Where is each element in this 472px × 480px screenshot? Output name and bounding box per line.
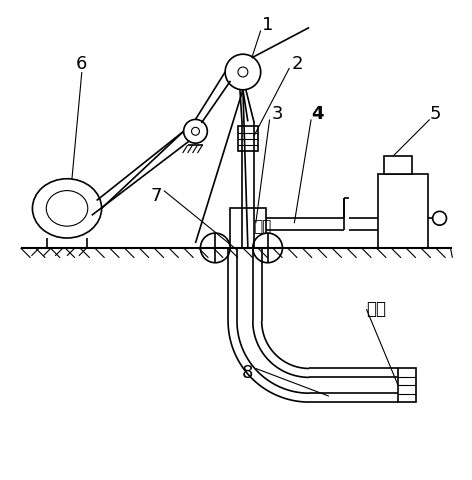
Text: 7: 7 (150, 187, 162, 204)
Text: 3: 3 (272, 105, 283, 122)
Bar (238, 126, 258, 151)
Bar (378, 174, 428, 248)
Circle shape (238, 67, 248, 77)
Text: 4: 4 (311, 105, 323, 122)
Bar (398, 369, 416, 402)
Circle shape (184, 120, 207, 143)
Circle shape (192, 127, 200, 135)
Circle shape (201, 233, 230, 263)
Ellipse shape (46, 191, 88, 226)
Circle shape (433, 211, 447, 225)
Text: 6: 6 (76, 55, 87, 73)
Bar (230, 208, 266, 248)
Circle shape (225, 54, 261, 90)
Text: 5: 5 (430, 105, 441, 122)
Text: 1: 1 (262, 15, 273, 34)
Text: 8: 8 (242, 364, 253, 383)
Text: 井口: 井口 (253, 220, 272, 235)
Ellipse shape (33, 179, 101, 238)
Circle shape (253, 233, 282, 263)
Bar (384, 156, 412, 174)
Text: 2: 2 (292, 55, 303, 73)
Text: 卡点: 卡点 (366, 300, 386, 318)
